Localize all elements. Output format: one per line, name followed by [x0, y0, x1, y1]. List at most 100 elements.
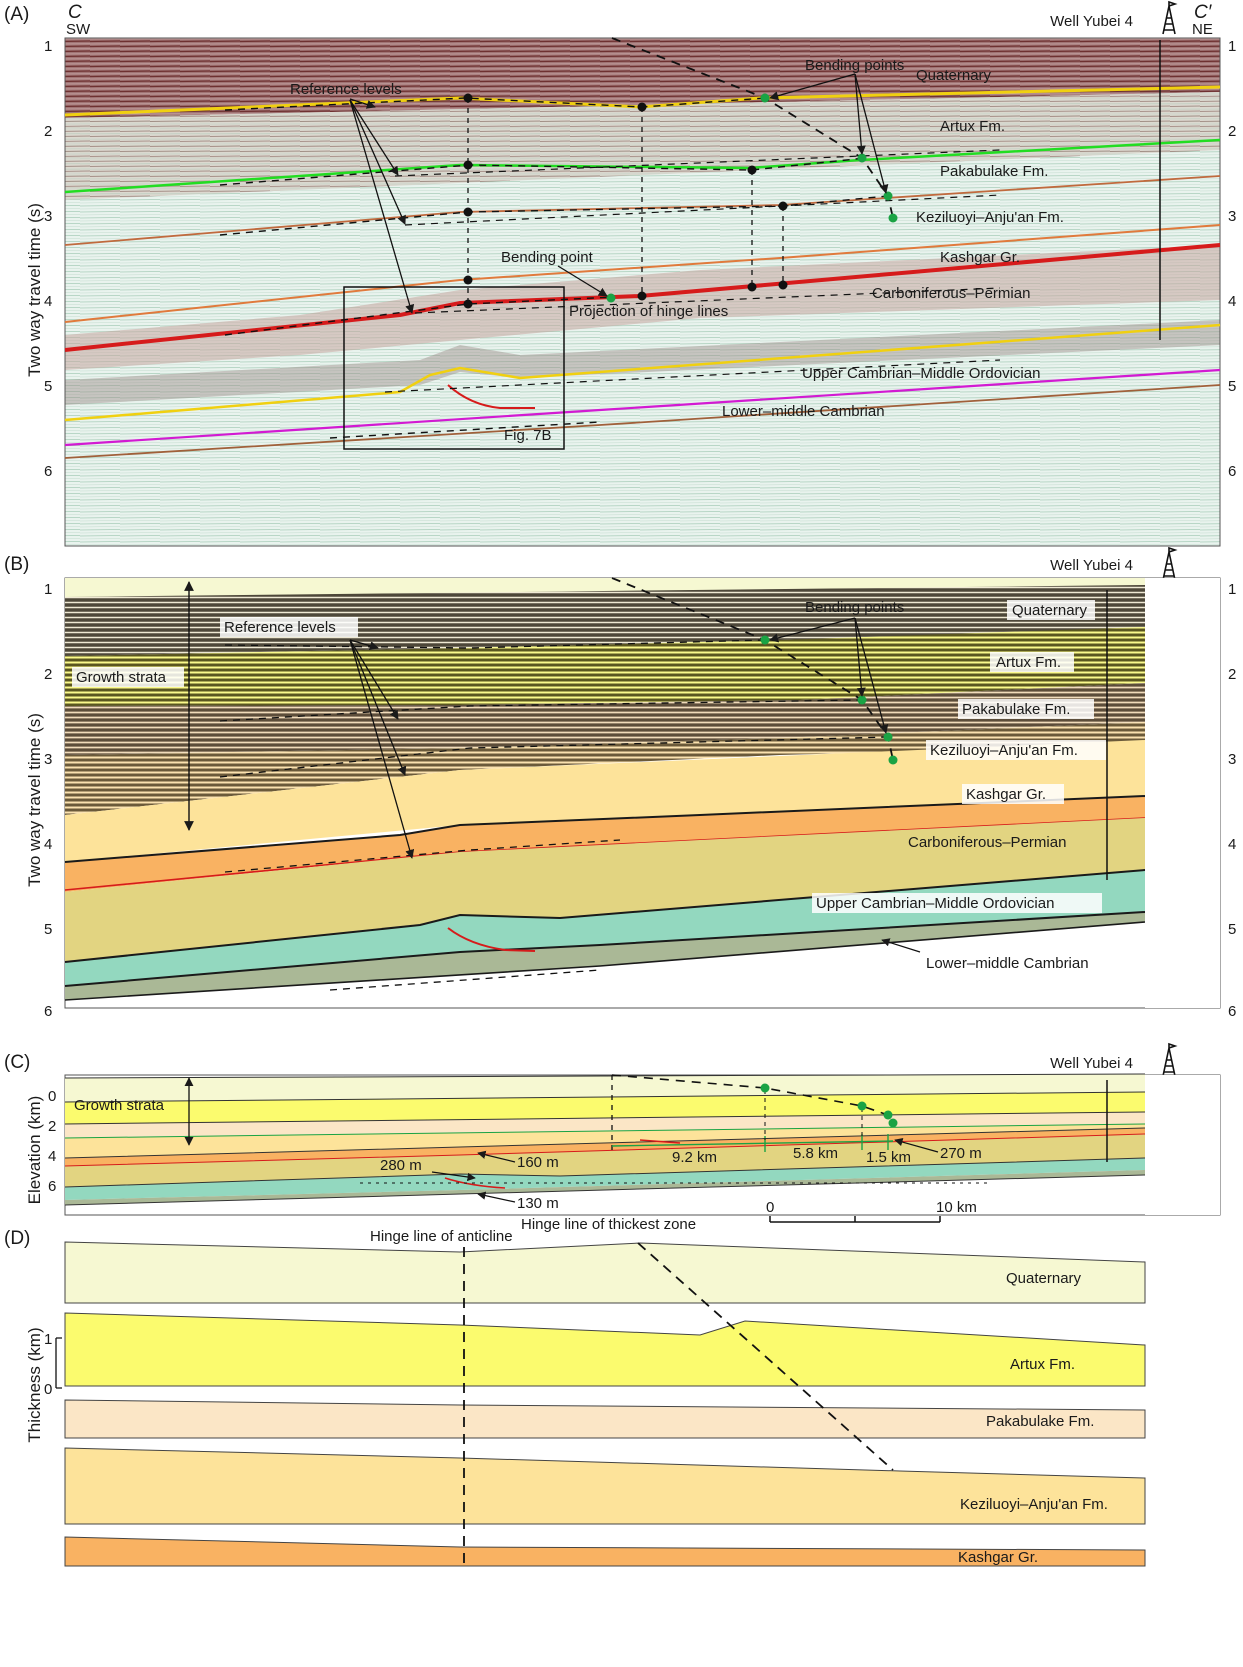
unit-kashgar-d: Kashgar Gr. — [958, 1549, 1038, 1566]
reference-arrows-b — [349, 639, 415, 859]
unit-keziluoyi-d: Keziluoyi–Anju'an Fm. — [960, 1496, 1108, 1513]
layer-kashgar-c — [65, 1128, 1145, 1166]
layer-upper-cambrian-c — [65, 1158, 1145, 1200]
tick-d-1: 1 — [44, 1331, 52, 1348]
well-derrick-icon — [1162, 0, 1178, 35]
bending-points-label-b: Bending points — [805, 599, 904, 616]
tick-b-3: 3 — [44, 751, 52, 768]
panel-b-tag: (B) — [4, 554, 29, 575]
tick-b-5: 5 — [44, 921, 52, 938]
tick-a-1: 1 — [44, 38, 52, 55]
unit-bg-kashgar-b — [962, 784, 1064, 804]
y-ticks-a-right: 1 2 3 4 5 6 — [1228, 38, 1236, 480]
tick-a-3: 3 — [44, 208, 52, 225]
unit-kashgar-a: Kashgar Gr. — [940, 249, 1020, 266]
layer-quaternary-c — [65, 1074, 1145, 1102]
projected-fault-c — [639, 1139, 681, 1144]
scale-end: 10 km — [936, 1199, 977, 1216]
tick-a-4: 4 — [44, 293, 52, 310]
unit-artux-a: Artux Fm. — [940, 118, 1005, 135]
well-label-b: Well Yubei 4 — [1050, 557, 1133, 574]
tick-b-2: 2 — [44, 666, 52, 683]
layer-pakabulake-b — [65, 683, 1145, 755]
panel-c-right-margin — [1145, 1075, 1220, 1215]
unit-pakabulake-a: Pakabulake Fm. — [940, 163, 1048, 180]
width-1.5km-label: 1.5 km — [866, 1149, 911, 1166]
unit-lower-cambrian-a: Lower–middle Cambrian — [722, 403, 885, 420]
width-5.8km-label: 5.8 km — [793, 1145, 838, 1162]
tick-c-4: 4 — [48, 1148, 56, 1165]
seismic-frame — [64, 37, 1221, 547]
y-ticks-a-left: 1 2 3 4 5 6 — [44, 38, 52, 480]
thickness-160m-label: 160 m — [517, 1154, 559, 1171]
hinge-line-thickest-d — [637, 1242, 894, 1471]
tick-b-4: 4 — [44, 836, 52, 853]
unit-bg-quaternary-b — [1007, 600, 1095, 620]
thrust-fault-c — [444, 1177, 506, 1189]
unit-carb-perm-b: Carboniferous–Permian — [908, 834, 1066, 851]
unit-upper-cambrian-b: Upper Cambrian–Middle Ordovician — [816, 895, 1054, 912]
base-cambrian-b — [64, 921, 1146, 1001]
layer-carb-perm-c — [65, 1134, 1145, 1187]
thickness-kashgar — [64, 1536, 1146, 1567]
bending-dots-c — [760, 1083, 898, 1128]
projected-reference-a — [384, 149, 1001, 393]
y-axis-title-d: Thickness (km) — [25, 1327, 44, 1442]
panel-a: (A) C SW C′ NE Well Yubei 4 — [4, 0, 1236, 547]
section-start-label: C — [68, 2, 82, 23]
scale-start: 0 — [766, 1199, 774, 1216]
reference-levels-label-b: Reference levels — [224, 619, 336, 636]
sw-direction: SW — [66, 21, 91, 38]
tick-a-r4: 4 — [1228, 293, 1236, 310]
well-derrick-icon-b — [1162, 546, 1178, 581]
top-cambrian-b — [64, 869, 1146, 963]
y-axis-title-b: Two way travel time (s) — [25, 713, 44, 887]
layer-carb-perm-b — [65, 818, 1145, 962]
unit-quaternary-d: Quaternary — [1006, 1270, 1082, 1287]
thickness-130m-arrow — [477, 1191, 516, 1203]
bending-dots-a — [606, 93, 898, 303]
tick-a-2: 2 — [44, 123, 52, 140]
thrust-fault-b — [447, 927, 536, 952]
layer-keziluoyi-b — [65, 722, 1145, 815]
thickness-270m-label: 270 m — [940, 1145, 982, 1162]
unit-quaternary-b: Quaternary — [1012, 602, 1088, 619]
well-label-c: Well Yubei 4 — [1050, 1055, 1133, 1072]
growth-strata-label-c: Growth strata — [74, 1097, 165, 1114]
panel-a-tag: (A) — [4, 4, 29, 25]
scale-bar: 0 10 km — [766, 1199, 977, 1223]
unit-artux-b: Artux Fm. — [996, 654, 1061, 671]
tick-a-r6: 6 — [1228, 463, 1236, 480]
thickness-280m-arrow — [431, 1171, 476, 1182]
layer-quaternary-b — [65, 585, 1145, 656]
inset-box — [343, 286, 565, 450]
thickness-130m-label: 130 m — [517, 1195, 559, 1212]
bending-dots-b — [760, 635, 898, 765]
hinge-anticline-label: Hinge line of anticline — [370, 1228, 513, 1245]
layer-keziluoyi-b-lower — [65, 740, 1145, 862]
thickness-artux — [64, 1312, 1146, 1387]
bending-point-line-c — [611, 1074, 894, 1124]
layer-boundaries-c — [64, 1073, 1146, 1206]
tick-b-r6: 6 — [1228, 1003, 1236, 1020]
growth-strata-label-b: Growth strata — [76, 669, 167, 686]
tick-a-r1: 1 — [1228, 38, 1236, 55]
panel-b-right-margin — [1145, 578, 1220, 1008]
tick-a-r3: 3 — [1228, 208, 1236, 225]
thickness-quaternary — [64, 1241, 1146, 1304]
y-ticks-b-left: 1 2 3 4 5 6 — [44, 581, 52, 1020]
base-pakabulake-horizon — [64, 175, 1221, 246]
hinge-thickest-label: Hinge line of thickest zone — [521, 1216, 696, 1233]
tick-b-r2: 2 — [1228, 666, 1236, 683]
unit-artux-d: Artux Fm. — [1010, 1356, 1075, 1373]
layer-lower-cambrian-b — [65, 912, 1145, 1000]
bending-arrows-a — [769, 73, 889, 194]
well-derrick-icon-c — [1162, 1042, 1178, 1077]
tick-a-r5: 5 — [1228, 378, 1236, 395]
y-axis-title-c: Elevation (km) — [25, 1096, 44, 1205]
tick-c-0: 0 — [48, 1088, 56, 1105]
thickness-280m-label: 280 m — [380, 1157, 422, 1174]
lower-cambrian-arrow-b — [881, 938, 921, 953]
tick-b-r5: 5 — [1228, 921, 1236, 938]
thickness-keziluoyi — [64, 1447, 1146, 1525]
